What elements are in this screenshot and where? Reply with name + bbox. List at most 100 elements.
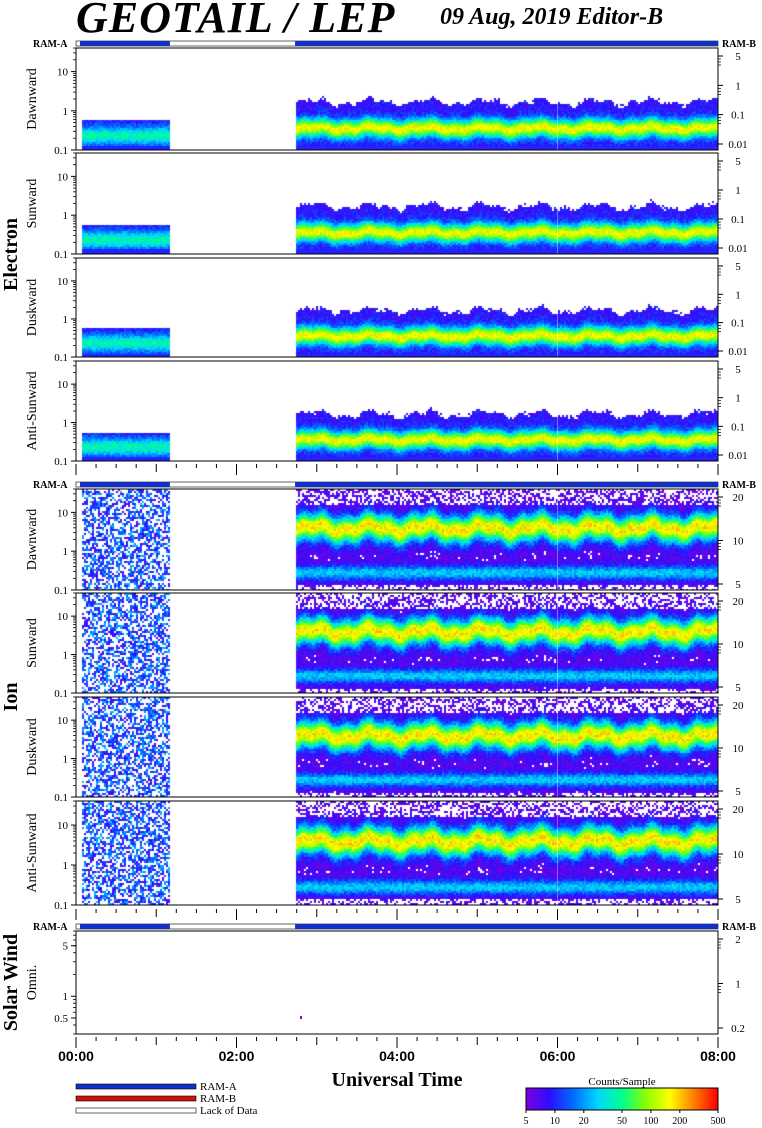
right-tick-label: 0.01 <box>728 139 747 151</box>
heatmap <box>76 697 718 797</box>
right-tick-label: 5 <box>735 894 741 906</box>
left-tick-label: 10 <box>57 379 69 391</box>
panel-sunward: Sunward 10 1 0.1 20 10 5 <box>25 592 745 700</box>
right-tick-label: 10 <box>733 743 745 755</box>
colorbar: Counts/Sample 5 10 20 50 100 200 500 <box>524 1076 726 1127</box>
colorbar-tick-label: 10 <box>550 1116 560 1127</box>
left-tick-label: 0.1 <box>54 688 68 700</box>
left-tick-label: 5 <box>63 941 69 953</box>
right-tick-label: 0.01 <box>728 450 747 462</box>
left-tick-label: 1 <box>63 650 69 662</box>
right-tick-label: 5 <box>735 364 741 376</box>
group-label: Solar Wind <box>0 934 22 1031</box>
ram-a-bar <box>80 924 170 929</box>
heatmap <box>76 153 718 254</box>
heatmap <box>76 489 718 590</box>
right-tick-label: 0.2 <box>731 1023 745 1035</box>
group-electron: RAM-A RAM-B Electron Dawnward 10 1 0.1 5 1 0.1 0.0… <box>0 39 756 475</box>
heatmap <box>76 593 718 693</box>
left-tick-label: 1 <box>63 546 69 558</box>
panel-duskward: Duskward 10 1 0.1 20 10 5 <box>25 696 745 804</box>
colorbar-label: Counts/Sample <box>588 1076 655 1088</box>
right-tick-label: 20 <box>733 596 745 608</box>
left-tick-label: 1 <box>63 314 69 326</box>
left-tick-label: 0.1 <box>54 352 68 364</box>
right-tick-label: 1 <box>735 393 741 405</box>
right-tick-label: 1 <box>735 979 741 991</box>
panel-label: Sunward <box>25 618 40 668</box>
left-tick-label: 10 <box>57 67 69 79</box>
right-tick-label: 0.01 <box>728 243 747 255</box>
panel-sunward: Sunward 10 1 0.1 5 1 0.1 0.01 <box>25 152 748 261</box>
left-tick-label: 0.1 <box>54 249 68 261</box>
right-tick-label: 10 <box>733 849 745 861</box>
ram-label-right: RAM-B <box>722 480 756 491</box>
group-label: Electron <box>0 218 22 291</box>
ram-label-left: RAM-A <box>33 480 68 491</box>
heatmap-point <box>300 1016 302 1019</box>
left-tick-label: 0.1 <box>54 456 68 468</box>
colorbar-tick-label: 200 <box>672 1116 687 1127</box>
colorbar-tick-label: 100 <box>643 1116 658 1127</box>
right-tick-label: 1 <box>735 80 741 92</box>
left-tick-label: 10 <box>57 820 69 832</box>
ram-label-right: RAM-B <box>722 39 756 50</box>
left-tick-label: 10 <box>57 611 69 623</box>
legend-label: Lack of Data <box>200 1105 258 1117</box>
panel-anti-sunward: Anti-Sunward 10 1 0.1 20 10 5 <box>25 800 745 912</box>
right-tick-label: 5 <box>735 51 741 63</box>
right-tick-label: 0.1 <box>731 421 745 433</box>
heatmap <box>76 801 718 905</box>
right-tick-label: 5 <box>735 261 741 273</box>
left-tick-label: 0.1 <box>54 792 68 804</box>
legend-swatch <box>75 1107 197 1114</box>
left-tick-label: 1 <box>63 991 69 1003</box>
date-editor: 09 Aug, 2019 Editor-B <box>440 4 664 30</box>
right-tick-label: 5 <box>735 579 741 591</box>
group-solar-wind: RAM-A RAM-B Solar Wind Omni. 5 1 0.5 2 1 0.2 <box>0 922 756 1048</box>
heatmap <box>76 258 718 357</box>
ram-a-bar <box>295 482 718 487</box>
left-tick-label: 10 <box>57 276 69 288</box>
group-label: Ion <box>0 683 22 712</box>
panel-label: Omni. <box>25 965 40 1000</box>
ram-a-bar <box>80 41 170 46</box>
right-tick-label: 0.1 <box>731 110 745 122</box>
heatmap <box>76 48 718 150</box>
colorbar-tick-label: 50 <box>617 1116 627 1127</box>
x-tick-label: 08:00 <box>700 1048 736 1064</box>
ram-label-left: RAM-A <box>33 922 68 933</box>
colorbar-tick-label: 5 <box>524 1116 529 1127</box>
right-tick-label: 20 <box>733 700 745 712</box>
x-tick-label: 02:00 <box>219 1048 255 1064</box>
panel-label: Anti-Sunward <box>25 371 40 450</box>
right-tick-label: 1 <box>735 289 741 301</box>
right-tick-label: 20 <box>733 804 745 816</box>
left-tick-label: 1 <box>63 106 69 118</box>
right-tick-label: 0.1 <box>731 214 745 226</box>
panel-anti-sunward: Anti-Sunward 10 1 0.1 5 1 0.1 0.01 <box>25 360 748 468</box>
panel-omni: Omni. 5 1 0.5 2 1 0.2 <box>25 930 745 1035</box>
panel-dawnward: Dawnward 10 1 0.1 5 1 0.1 0.01 <box>25 47 748 157</box>
right-tick-label: 20 <box>733 492 745 504</box>
colorbar-tick-label: 20 <box>579 1116 589 1127</box>
x-tick-label: 06:00 <box>540 1048 576 1064</box>
colorbar-gradient <box>526 1088 718 1110</box>
right-tick-label: 5 <box>735 156 741 168</box>
panel-dawnward: Dawnward 10 1 0.1 20 10 5 <box>25 488 745 597</box>
panel-label: Anti-Sunward <box>25 813 40 892</box>
ram-a-bar <box>80 482 170 487</box>
left-tick-label: 0.1 <box>54 145 68 157</box>
panel-label: Duskward <box>25 279 40 337</box>
panel-label: Sunward <box>25 179 40 229</box>
right-tick-label: 0.01 <box>728 346 747 358</box>
heatmap <box>76 361 718 461</box>
panel-duskward: Duskward 10 1 0.1 5 1 0.1 0.01 <box>25 257 748 364</box>
legend-swatch <box>75 1083 197 1090</box>
right-tick-label: 5 <box>735 682 741 694</box>
x-tick-label: 00:00 <box>58 1048 94 1064</box>
legend-swatch <box>75 1095 197 1102</box>
right-tick-label: 10 <box>733 536 745 548</box>
